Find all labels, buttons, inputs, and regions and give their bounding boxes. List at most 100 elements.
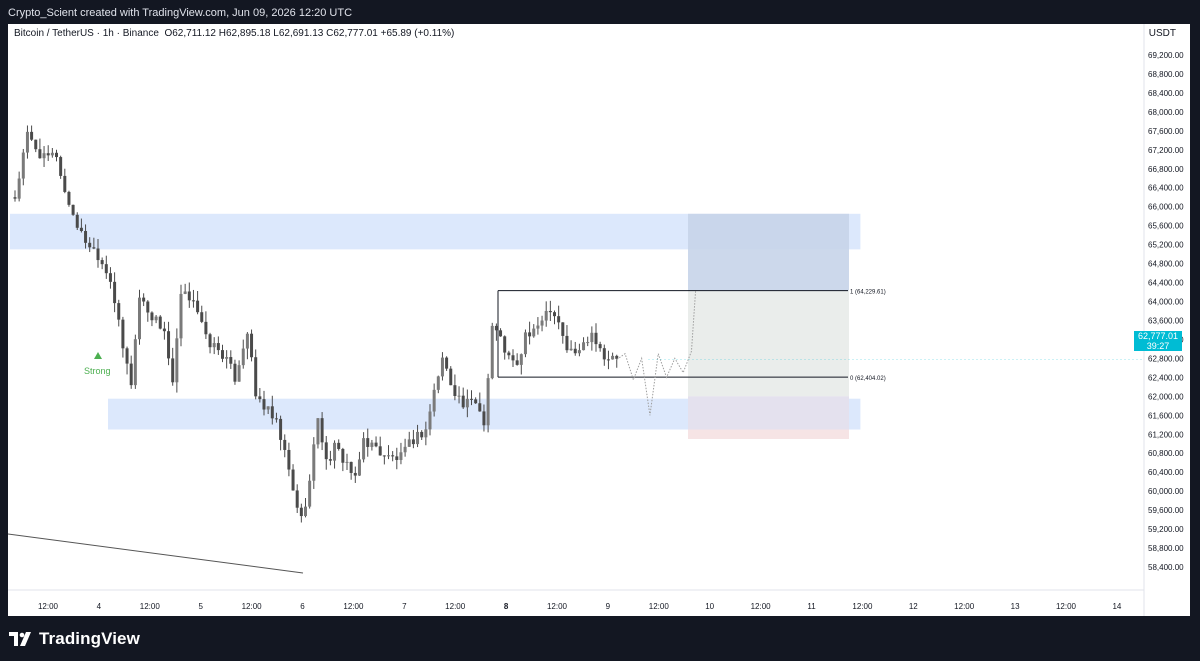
candle-body xyxy=(208,334,212,348)
candle-body xyxy=(503,336,507,353)
candle-body xyxy=(515,360,519,365)
candle-body xyxy=(96,248,100,261)
candle-body xyxy=(345,461,349,463)
candle-body xyxy=(519,354,523,365)
x-tick-label: 6 xyxy=(300,602,305,611)
candle-body xyxy=(291,469,295,491)
x-tick-label: 12:00 xyxy=(242,602,263,611)
candle-body xyxy=(46,153,50,156)
candle-body xyxy=(34,139,38,150)
candle-body xyxy=(370,442,374,447)
candle-body xyxy=(387,455,390,457)
candle-body xyxy=(283,439,287,450)
candle-body xyxy=(104,264,108,274)
candle-body xyxy=(362,438,366,460)
candle-body xyxy=(598,344,602,349)
brand-name: TradingView xyxy=(39,629,140,648)
x-tick-label: 14 xyxy=(1112,602,1121,611)
candle-body xyxy=(258,396,262,400)
candle-body xyxy=(142,297,146,302)
candle-body xyxy=(50,152,54,156)
chart-frame[interactable]: 1 (64,229.61) 0 (62,404.02) Strong 69,200.0… xyxy=(8,24,1190,616)
candle-body xyxy=(457,395,461,397)
x-tick-label: 4 xyxy=(97,602,102,611)
last-price-tag: 62,777.01 39:27 xyxy=(1134,331,1182,351)
y-tick-label: 64,000.00 xyxy=(1148,298,1184,307)
candle-body xyxy=(478,403,482,412)
candle-body xyxy=(254,357,258,397)
x-tick-label: 12:00 xyxy=(38,602,59,611)
candle-body xyxy=(262,399,266,410)
candle-body xyxy=(88,242,92,248)
candle-body xyxy=(63,175,67,192)
y-tick-label: 65,200.00 xyxy=(1148,241,1184,250)
y-tick-label: 68,400.00 xyxy=(1148,89,1184,98)
candle-body xyxy=(557,316,561,323)
candle-body xyxy=(133,339,137,386)
candle-body xyxy=(212,343,216,348)
candle-body xyxy=(528,332,532,337)
candle-body xyxy=(569,348,573,351)
candle-body xyxy=(328,459,332,461)
candle-body xyxy=(295,490,299,508)
y-tick-label: 62,400.00 xyxy=(1148,373,1184,382)
candle-body xyxy=(191,300,195,302)
up-triangle-icon xyxy=(94,352,102,359)
candle-body xyxy=(304,506,307,517)
candle-body xyxy=(449,368,453,386)
candle-body xyxy=(453,385,457,396)
legend-high: H62,895.18 xyxy=(218,28,271,39)
candle-body xyxy=(200,312,204,322)
candle-body xyxy=(150,312,154,321)
candle-body xyxy=(320,418,324,443)
candle-body xyxy=(204,321,208,335)
candle-body xyxy=(465,398,469,408)
target-zone xyxy=(688,290,849,397)
candle-body xyxy=(353,472,357,476)
candle-body xyxy=(216,343,220,351)
candle-body xyxy=(279,418,283,440)
x-tick-label: 12 xyxy=(909,602,918,611)
candle-body xyxy=(486,378,490,426)
candle-body xyxy=(154,316,158,321)
stop-zone-overlap xyxy=(688,396,849,430)
candle-body xyxy=(225,357,229,359)
candle-body xyxy=(79,227,83,231)
y-tick-label: 59,200.00 xyxy=(1148,525,1184,534)
legend-low: L62,691.13 xyxy=(273,28,324,39)
candle-body xyxy=(221,350,224,359)
price-chart[interactable]: 1 (64,229.61) 0 (62,404.02) Strong 69,200.0… xyxy=(8,24,1190,616)
candle-body xyxy=(113,281,117,304)
candle-body xyxy=(274,418,278,420)
candle-body xyxy=(21,152,25,179)
x-tick-label: 10 xyxy=(705,602,714,611)
y-tick-label: 65,600.00 xyxy=(1148,222,1184,231)
candle-body xyxy=(349,461,353,473)
candle-body xyxy=(615,355,619,359)
x-tick-label: 12:00 xyxy=(649,602,670,611)
candle-body xyxy=(108,273,112,282)
signal-label: Strong xyxy=(84,366,111,376)
candle-body xyxy=(71,204,75,215)
candle-body xyxy=(357,459,361,476)
y-tick-label: 68,000.00 xyxy=(1148,108,1184,117)
bar-countdown: 39:27 xyxy=(1146,341,1170,351)
candle-body xyxy=(138,297,141,340)
y-tick-label: 59,600.00 xyxy=(1148,506,1184,515)
candle-body xyxy=(75,214,79,228)
legend-symbol[interactable]: Bitcoin / TetherUS · 1h · Binance xyxy=(14,28,159,39)
candle-body xyxy=(440,357,444,377)
candle-body xyxy=(573,348,577,354)
x-tick-label: 7 xyxy=(402,602,407,611)
candle-body xyxy=(316,418,320,445)
x-tick-label: 5 xyxy=(198,602,203,611)
x-tick-label: 11 xyxy=(807,602,816,611)
candle-body xyxy=(92,247,96,249)
tradingview-logo[interactable]: TradingView xyxy=(9,629,140,649)
candle-body xyxy=(183,291,187,294)
currency-label[interactable]: USDT xyxy=(1148,28,1176,39)
x-tick-label: 12:00 xyxy=(445,602,466,611)
fib-label-1: 1 (64,229.61) xyxy=(850,290,886,296)
candle-body xyxy=(59,157,63,176)
y-tick-label: 58,800.00 xyxy=(1148,544,1184,553)
